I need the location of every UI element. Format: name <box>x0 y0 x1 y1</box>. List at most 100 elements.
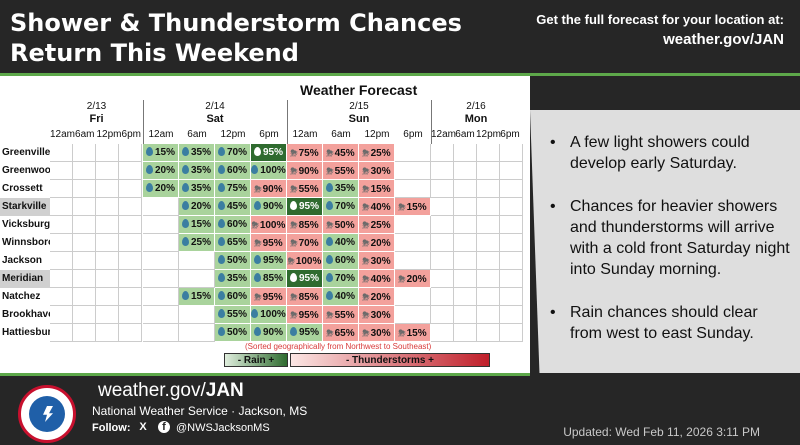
lightning-icon <box>43 406 53 422</box>
forecast-cell <box>73 324 96 342</box>
forecast-cell <box>96 144 119 162</box>
day-header: 2/14 Sat <box>143 101 287 125</box>
forecast-cell: 20% <box>179 198 215 216</box>
cell-value: 95% <box>298 201 319 212</box>
forecast-cell <box>395 216 431 234</box>
key-points-box: A few light showers could develop early … <box>530 110 800 410</box>
forecast-cell <box>500 144 523 162</box>
forecast-cell <box>477 180 500 198</box>
thunderstorm-icon: ⛈ <box>398 274 406 284</box>
social-handle-link[interactable]: @NWSJacksonMS <box>176 422 270 434</box>
forecast-cell: 40% <box>323 288 359 306</box>
forecast-cell: ⛈40% <box>359 270 395 288</box>
forecast-cell: 70% <box>323 198 359 216</box>
time-label: 6am <box>187 129 207 140</box>
forecast-link-block: Get the full forecast for your location … <box>536 10 784 50</box>
thunderstorm-icon: ⛈ <box>362 220 370 230</box>
cell-value: 90% <box>262 201 283 212</box>
forecast-cell <box>431 252 454 270</box>
raindrop-icon <box>253 273 261 282</box>
forecast-cell <box>477 324 500 342</box>
city-label: Natchez <box>2 291 41 302</box>
thunderstorm-icon: ⛈ <box>287 256 295 266</box>
follow-label: Follow: <box>92 422 131 434</box>
forecast-cell <box>500 252 523 270</box>
forecast-cell <box>500 216 523 234</box>
forecast-cell: ⛈95% <box>287 306 323 324</box>
cell-value: 75% <box>226 183 247 194</box>
forecast-cell: 50% <box>215 324 251 342</box>
forecast-cell <box>119 162 142 180</box>
key-point: Chances for heavier showers and thunders… <box>550 196 790 280</box>
forecast-cell: ⛈20% <box>395 270 431 288</box>
forecast-cell <box>73 144 96 162</box>
forecast-cell <box>73 270 96 288</box>
forecast-cell <box>119 270 142 288</box>
forecast-cell: ⛈100% <box>287 252 323 270</box>
cell-value: 90% <box>298 166 319 177</box>
forecast-cell <box>477 288 500 306</box>
graphic-title: Shower & Thunderstorm Chances Return Thi… <box>10 9 462 67</box>
forecast-cell: 20% <box>143 162 179 180</box>
forecast-cell: ⛈20% <box>359 288 395 306</box>
forecast-cell <box>119 288 142 306</box>
forecast-cell <box>431 162 454 180</box>
forecast-cell: ⛈85% <box>287 288 323 306</box>
raindrop-icon <box>217 165 225 174</box>
cell-value: 15% <box>154 147 175 158</box>
cell-value: 95% <box>262 255 283 266</box>
forecast-cell <box>143 234 179 252</box>
cell-value: 95% <box>298 310 319 321</box>
raindrop-icon <box>217 309 225 318</box>
forecast-prompt: Get the full forecast for your location … <box>536 12 784 27</box>
forecast-cell: 35% <box>179 180 215 198</box>
forecast-cell <box>119 180 142 198</box>
time-label: 12pm <box>364 129 390 140</box>
time-label: 6am <box>75 129 95 140</box>
cell-value: 60% <box>226 291 247 302</box>
forecast-cell <box>431 216 454 234</box>
cell-value: 40% <box>370 202 391 213</box>
time-label: 12am <box>148 129 174 140</box>
thunderstorm-icon: ⛈ <box>362 274 370 284</box>
forecast-cell <box>96 216 119 234</box>
cell-value: 35% <box>190 183 211 194</box>
cell-value: 55% <box>334 310 355 321</box>
forecast-cell <box>454 234 477 252</box>
x-social-icon[interactable]: X <box>139 421 147 433</box>
time-label: 6pm <box>259 129 279 140</box>
forecast-cell <box>431 324 454 342</box>
city-label: Hattiesburg <box>2 327 58 338</box>
facebook-icon[interactable]: f <box>158 421 170 433</box>
forecast-cell <box>454 198 477 216</box>
raindrop-icon <box>217 201 225 210</box>
cell-value: 70% <box>334 273 355 284</box>
forecast-cell <box>454 162 477 180</box>
cell-value: 50% <box>226 327 247 338</box>
cell-value: 60% <box>226 165 247 176</box>
forecast-cell <box>73 234 96 252</box>
forecast-url-link[interactable]: weather.gov/JAN <box>663 31 784 48</box>
raindrop-icon <box>251 309 259 318</box>
thunderstorm-icon: ⛈ <box>290 238 298 248</box>
cell-value: 40% <box>334 237 355 248</box>
raindrop-icon <box>217 255 225 264</box>
raindrop-icon <box>253 327 261 336</box>
thunderstorm-icon: ⛈ <box>290 310 298 320</box>
forecast-cell: 70% <box>323 270 359 288</box>
raindrop-icon <box>325 291 333 300</box>
raindrop-icon <box>251 165 259 174</box>
forecast-cell: ⛈25% <box>359 144 395 162</box>
forecast-cell: 60% <box>215 288 251 306</box>
forecast-cell <box>500 162 523 180</box>
forecast-cell: 65% <box>215 234 251 252</box>
forecast-cell <box>143 270 179 288</box>
thunderstorm-icon: ⛈ <box>362 328 370 338</box>
forecast-cell <box>477 270 500 288</box>
cell-value: 20% <box>370 238 391 249</box>
forecast-cell: 95% <box>287 324 323 342</box>
forecast-cell <box>50 162 73 180</box>
forecast-cell: 25% <box>179 234 215 252</box>
cell-value: 65% <box>226 237 247 248</box>
footer-url-link[interactable]: weather.gov/JAN <box>98 380 244 402</box>
